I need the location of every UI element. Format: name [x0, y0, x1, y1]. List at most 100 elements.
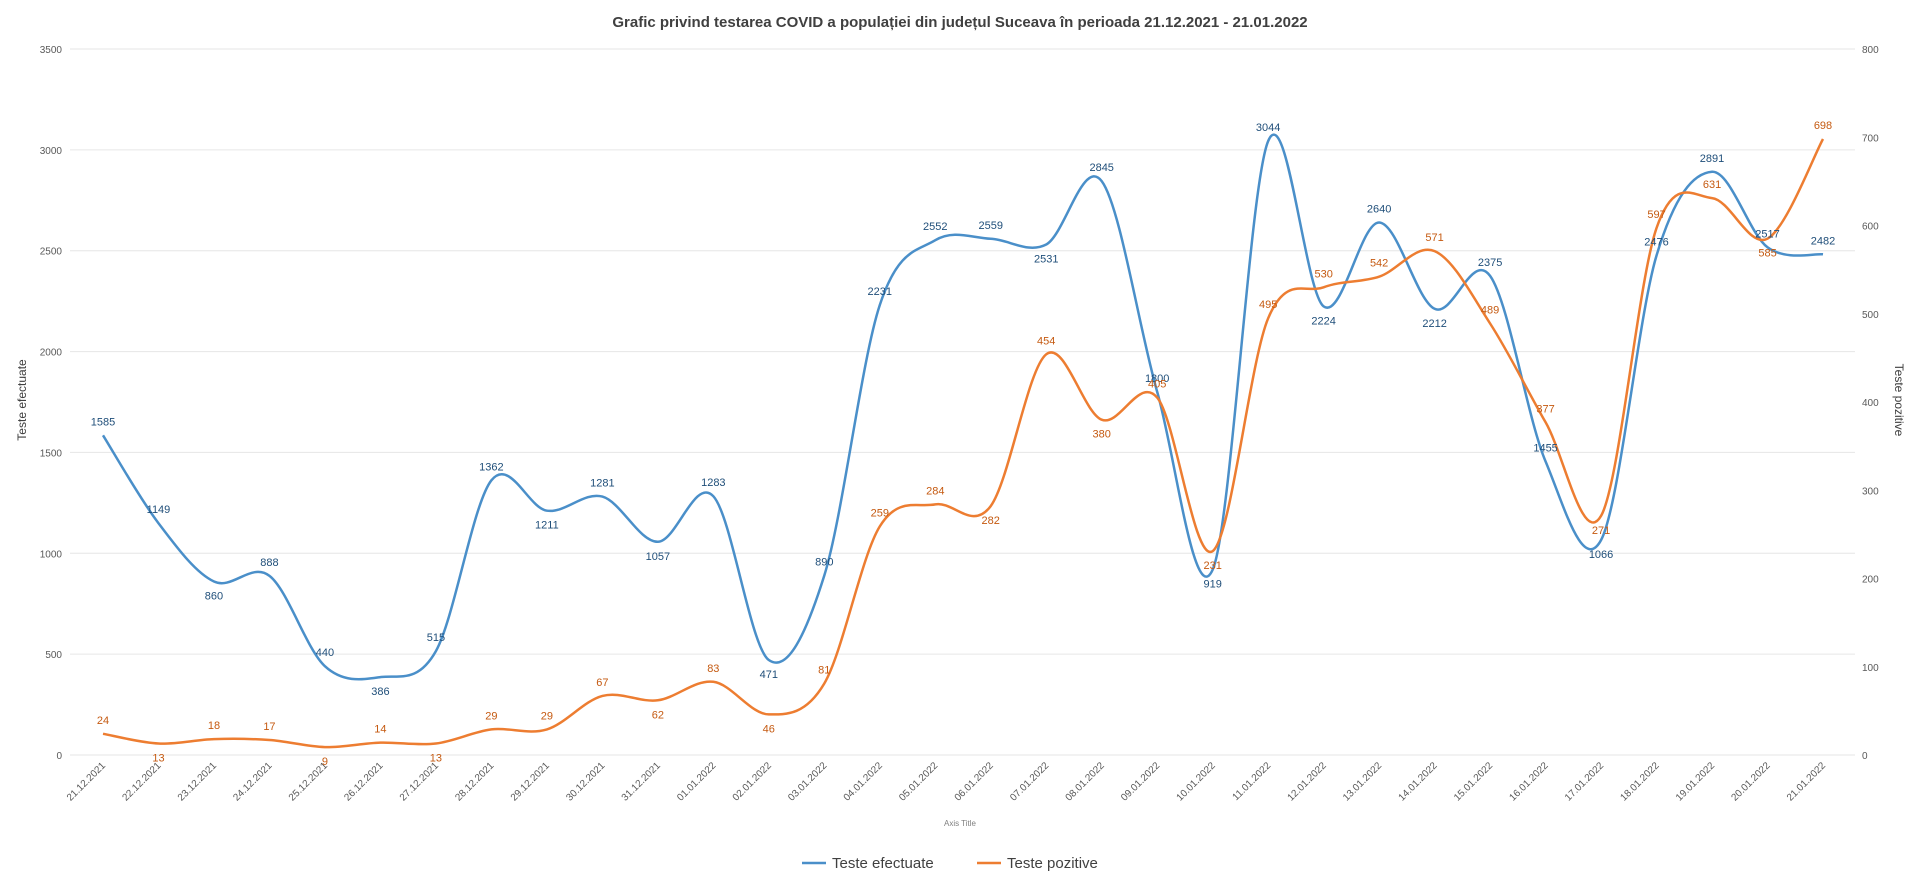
data-label: 29 [485, 710, 497, 722]
data-label: 62 [652, 709, 664, 721]
data-label: 2375 [1478, 257, 1502, 269]
x-tick-label: 08.01.2022 [1064, 760, 1107, 803]
data-label: 3044 [1256, 122, 1280, 134]
data-label: 860 [205, 591, 223, 603]
x-tick-label: 23.12.2021 [176, 760, 219, 803]
x-tick-label: 13.01.2022 [1341, 760, 1384, 803]
x-tick-label: 05.01.2022 [897, 760, 940, 803]
y-tick-right: 300 [1862, 486, 1879, 497]
data-label: 890 [815, 556, 833, 568]
data-label: 2845 [1089, 162, 1113, 174]
x-tick-label: 29.12.2021 [509, 760, 552, 803]
data-label: 380 [1093, 429, 1111, 441]
data-label: 495 [1259, 299, 1277, 311]
x-tick-label: 24.12.2021 [231, 760, 274, 803]
data-label: 83 [707, 663, 719, 675]
x-tick-label: 21.01.2022 [1785, 760, 1828, 803]
x-tick-label: 11.01.2022 [1231, 760, 1274, 803]
series-line-teste-pozitive [102, 138, 1825, 749]
data-label: 1057 [646, 551, 670, 563]
x-axis-title: Axis Title [944, 819, 977, 828]
y-tick-right: 500 [1862, 310, 1879, 321]
data-label: 405 [1148, 379, 1166, 391]
y-tick-right: 200 [1862, 575, 1879, 586]
x-tick-label: 26.12.2021 [342, 760, 385, 803]
data-label: 471 [760, 669, 778, 681]
y-tick-left: 2000 [40, 348, 63, 359]
data-label: 2482 [1811, 235, 1835, 247]
x-tick-label: 18.01.2022 [1618, 760, 1661, 803]
x-tick-label: 12.01.2022 [1286, 760, 1329, 803]
data-label: 284 [926, 485, 944, 497]
data-label: 2517 [1755, 228, 1779, 240]
x-tick-label: 06.01.2022 [953, 760, 996, 803]
y-tick-left: 1000 [40, 549, 63, 560]
data-label: 1362 [479, 461, 503, 473]
y-tick-right: 800 [1862, 45, 1879, 56]
data-label: 542 [1370, 258, 1388, 270]
data-label: 489 [1481, 304, 1499, 316]
data-label: 530 [1314, 268, 1332, 280]
data-label: 2224 [1311, 315, 1335, 327]
data-label: 597 [1647, 209, 1665, 221]
data-label: 585 [1758, 248, 1776, 260]
legend-item: Teste pozitive [977, 855, 1098, 872]
x-tick-label: 02.01.2022 [731, 760, 774, 803]
legend-label: Teste efectuate [832, 855, 934, 872]
data-label: 1149 [147, 504, 171, 516]
x-tick-label: 15.01.2022 [1452, 760, 1495, 803]
y-axis-title-right: Teste pozitive [1892, 364, 1906, 437]
data-label: 386 [371, 686, 389, 698]
x-tick-label: 22.12.2021 [120, 760, 163, 803]
y-axis-right: 0 100 200 300 400 500 600 700 800 [1862, 45, 1879, 762]
x-tick-label: 27.12.2021 [398, 760, 441, 803]
data-label: 9 [322, 756, 328, 768]
data-label: 1281 [590, 478, 614, 490]
x-tick-label: 04.01.2022 [842, 760, 885, 803]
data-label: 1455 [1533, 443, 1557, 455]
y-axis-title-left: Teste efectuate [15, 359, 29, 441]
data-label: 24 [97, 715, 109, 727]
x-tick-label: 16.01.2022 [1508, 760, 1551, 803]
y-tick-left: 3500 [40, 45, 63, 56]
legend-label: Teste pozitive [1007, 855, 1098, 872]
gridlines [70, 48, 1855, 756]
y-tick-right: 700 [1862, 133, 1879, 144]
x-tick-label: 17.01.2022 [1563, 760, 1606, 803]
data-label: 1211 [535, 520, 559, 532]
x-tick-label: 31.12.2021 [620, 760, 663, 803]
data-label: 259 [871, 507, 889, 519]
data-label: 46 [763, 723, 775, 735]
x-tick-label: 30.12.2021 [564, 760, 607, 803]
y-tick-right: 0 [1862, 751, 1868, 762]
data-label: 67 [596, 677, 608, 689]
y-tick-right: 100 [1862, 663, 1879, 674]
data-label: 271 [1592, 525, 1610, 537]
chart-title: Grafic privind testarea COVID a populați… [612, 14, 1307, 31]
x-tick-label: 03.01.2022 [786, 760, 829, 803]
y-tick-left: 3000 [40, 146, 63, 157]
data-label: 571 [1425, 232, 1443, 244]
x-tick-label: 09.01.2022 [1119, 760, 1162, 803]
x-axis: 21.12.2021 22.12.2021 23.12.2021 24.12.2021… [65, 760, 1828, 803]
data-label: 13 [152, 753, 164, 765]
data-label: 2552 [923, 221, 947, 233]
data-label: 2559 [978, 220, 1002, 232]
data-label: 888 [260, 557, 278, 569]
data-label: 2531 [1034, 253, 1058, 265]
y-tick-left: 1500 [40, 448, 63, 459]
data-label: 1066 [1589, 549, 1613, 561]
series-lines [101, 133, 1825, 749]
x-tick-label: 01.01.2022 [675, 760, 718, 803]
data-label: 282 [982, 515, 1000, 527]
data-label: 2640 [1367, 203, 1391, 215]
data-label: 2891 [1700, 153, 1724, 165]
data-label: 631 [1703, 179, 1721, 191]
data-label: 1283 [701, 477, 725, 489]
data-label: 377 [1536, 403, 1554, 415]
x-tick-label: 07.01.2022 [1008, 760, 1051, 803]
data-label: 29 [541, 710, 553, 722]
x-tick-label: 10.01.2022 [1175, 760, 1218, 803]
